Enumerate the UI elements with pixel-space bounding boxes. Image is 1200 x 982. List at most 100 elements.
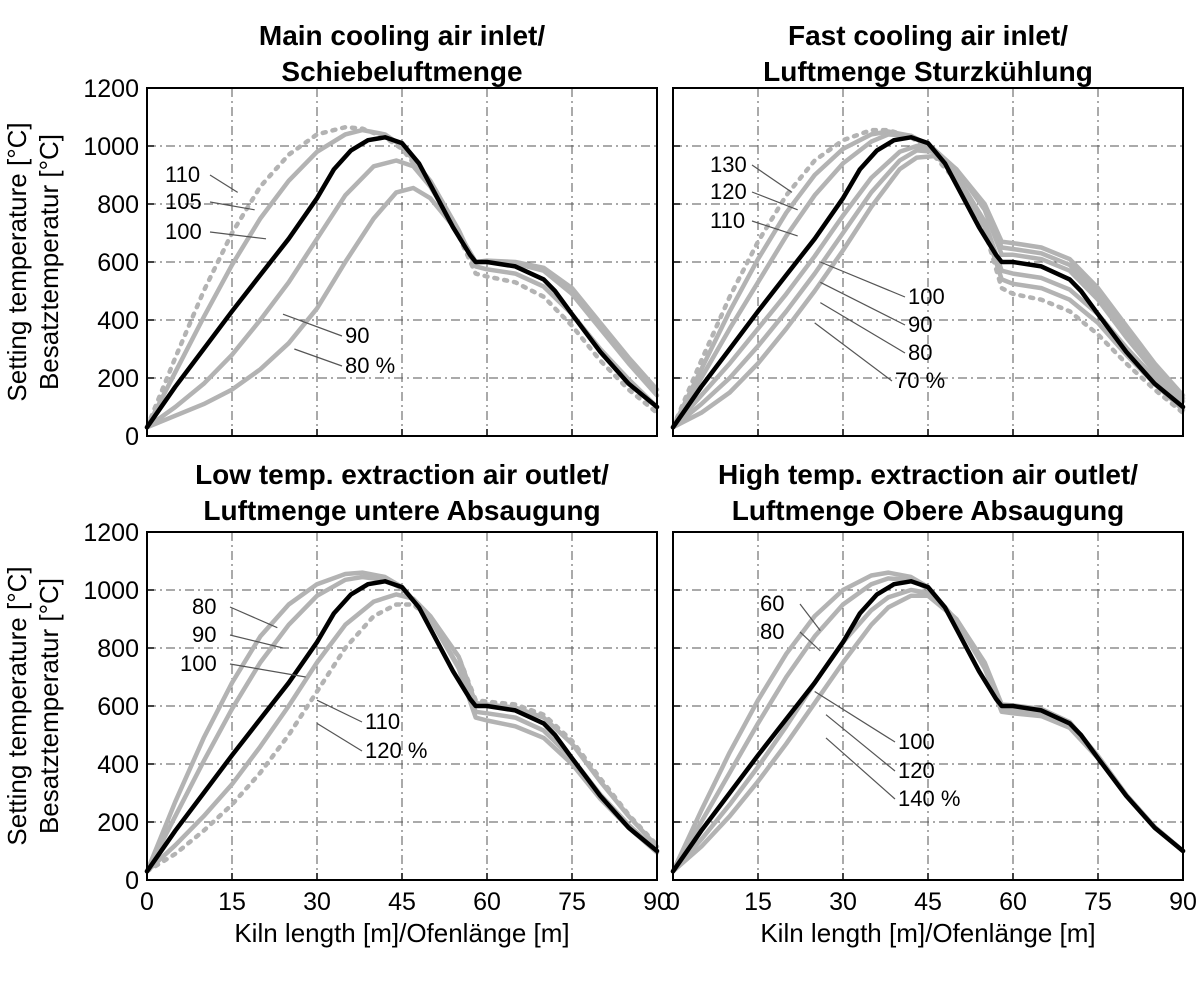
annotation-leader — [229, 663, 306, 678]
chart-title-line-1: Low temp. extraction air outlet/ — [195, 459, 609, 490]
annotation-label: 70 % — [895, 368, 945, 393]
annotation-leader — [294, 348, 343, 367]
x-tick-label: 45 — [388, 888, 416, 916]
annotation-leader — [820, 302, 906, 354]
x-tick-label: 75 — [558, 888, 586, 916]
x-tick-label: 75 — [1084, 888, 1112, 916]
y-tick-label: 1200 — [83, 519, 139, 547]
series-line-120 — [144, 602, 660, 874]
annotation-label: 100 — [180, 651, 217, 676]
annotation-label: 80 — [192, 594, 216, 619]
chart-title-line-1: High temp. extraction air outlet/ — [718, 459, 1138, 490]
annotation-leader — [814, 322, 893, 382]
y-tick-label: 0 — [125, 423, 139, 451]
series-line-100 — [144, 135, 660, 430]
x-tick-label: 0 — [140, 888, 154, 916]
annotation-label: 60 — [760, 591, 784, 616]
x-axis-label: Kiln length [m]/Ofenlänge [m] — [234, 918, 569, 948]
annotation-leader — [751, 164, 793, 193]
chart-title-line-2: Luftmenge Sturzkühlung — [763, 56, 1093, 87]
y-tick-label: 0 — [125, 867, 139, 895]
annotation-leader — [799, 631, 821, 652]
y-tick-label: 600 — [97, 693, 139, 721]
x-tick-label: 60 — [999, 888, 1027, 916]
annotation-leader — [209, 201, 255, 211]
series-line-60 — [670, 570, 1186, 874]
annotation-label: 130 — [710, 152, 747, 177]
x-tick-label: 60 — [473, 888, 501, 916]
annotation-label: 100 — [898, 729, 935, 754]
annotation-leader — [751, 220, 798, 237]
annotation-label: 120 — [898, 758, 935, 783]
x-tick-label: 90 — [643, 888, 671, 916]
y-tick-label: 400 — [97, 307, 139, 335]
annotation-leader — [814, 690, 896, 743]
x-tick-label: 30 — [303, 888, 331, 916]
annotation-label: 90 — [345, 323, 369, 348]
y-axis-label-line-1: Setting temperature [°C] — [2, 122, 32, 401]
annotation-label: 120 — [710, 179, 747, 204]
annotation-label: 100 — [165, 219, 202, 244]
y-tick-label: 600 — [97, 249, 139, 277]
annotation-leader — [229, 606, 278, 629]
series-line-100 — [670, 579, 1186, 874]
panel-1: 0 200 400 600 800 1000 1200 Main cooling air in… — [2, 20, 660, 451]
y-tick-label: 800 — [97, 191, 139, 219]
panel-4: 0 15 30 45 60 75 90 High temp. extraction air o… — [666, 459, 1197, 948]
annotation-label: 80 % — [345, 353, 395, 378]
annotation-leader — [316, 722, 363, 752]
chart-title-line-2: Schiebeluftmenge — [281, 56, 522, 87]
annotation-leader — [229, 634, 284, 649]
annotation-leader — [825, 714, 896, 772]
x-tick-label: 0 — [666, 888, 680, 916]
x-tick-label: 45 — [914, 888, 942, 916]
annotation-leader — [825, 737, 896, 800]
annotation-label: 120 % — [365, 738, 427, 763]
series-line-70 — [670, 153, 1186, 430]
annotation-leader — [209, 231, 267, 240]
annotation-leader — [820, 281, 906, 326]
panel-2: Fast cooling air inlet/Luftmenge Sturzkü… — [670, 20, 1186, 437]
panel-3: 0 200 400 600 800 1000 1200 0 15 30 45 60 75 90 Low te… — [2, 459, 671, 948]
annotation-leader — [820, 261, 906, 298]
annotation-label: 110 — [365, 709, 400, 734]
annotation-label: 110 — [710, 208, 745, 233]
x-tick-label: 30 — [829, 888, 857, 916]
chart-title-line-1: Fast cooling air inlet/ — [788, 20, 1068, 51]
x-axis-label: Kiln length [m]/Ofenlänge [m] — [760, 918, 1095, 948]
annotation-label: 90 — [192, 622, 216, 647]
y-axis-label-line-1: Setting temperature [°C] — [2, 566, 32, 845]
annotation-label: 100 — [908, 284, 945, 309]
annotation-leader — [282, 313, 343, 337]
annotation-leader — [209, 174, 238, 193]
y-tick-label: 1200 — [83, 75, 139, 103]
y-axis-label-line-2: Besatztemperatur [°C] — [34, 578, 64, 834]
annotation-leader — [751, 191, 798, 211]
y-tick-label: 400 — [97, 751, 139, 779]
annotation-label: 90 — [908, 312, 932, 337]
y-tick-label: 200 — [97, 809, 139, 837]
x-tick-label: 15 — [218, 888, 246, 916]
x-tick-label: 90 — [1169, 888, 1197, 916]
annotation-label: 80 — [760, 619, 784, 644]
series-line-100 — [144, 579, 660, 874]
annotation-label: 140 % — [898, 786, 960, 811]
series-line-100 — [670, 135, 1186, 430]
series-line-80 — [144, 185, 660, 430]
annotation-leader — [316, 699, 363, 723]
chart-title-line-2: Luftmenge Obere Absaugung — [732, 495, 1125, 526]
y-axis-label-line-2: Besatztemperatur [°C] — [34, 134, 64, 390]
y-tick-label: 800 — [97, 635, 139, 663]
y-tick-label: 200 — [97, 365, 139, 393]
annotation-label: 110 — [165, 162, 200, 187]
annotation-label: 80 — [908, 340, 932, 365]
chart-title-line-1: Main cooling air inlet/ — [259, 20, 545, 51]
chart-title-line-2: Luftmenge untere Absaugung — [203, 495, 600, 526]
y-tick-label: 1000 — [83, 133, 139, 161]
series-line-90 — [144, 158, 660, 430]
annotation-label: 105 — [165, 189, 202, 214]
y-tick-label: 1000 — [83, 577, 139, 605]
annotation-leader — [799, 603, 821, 631]
x-tick-label: 15 — [744, 888, 772, 916]
